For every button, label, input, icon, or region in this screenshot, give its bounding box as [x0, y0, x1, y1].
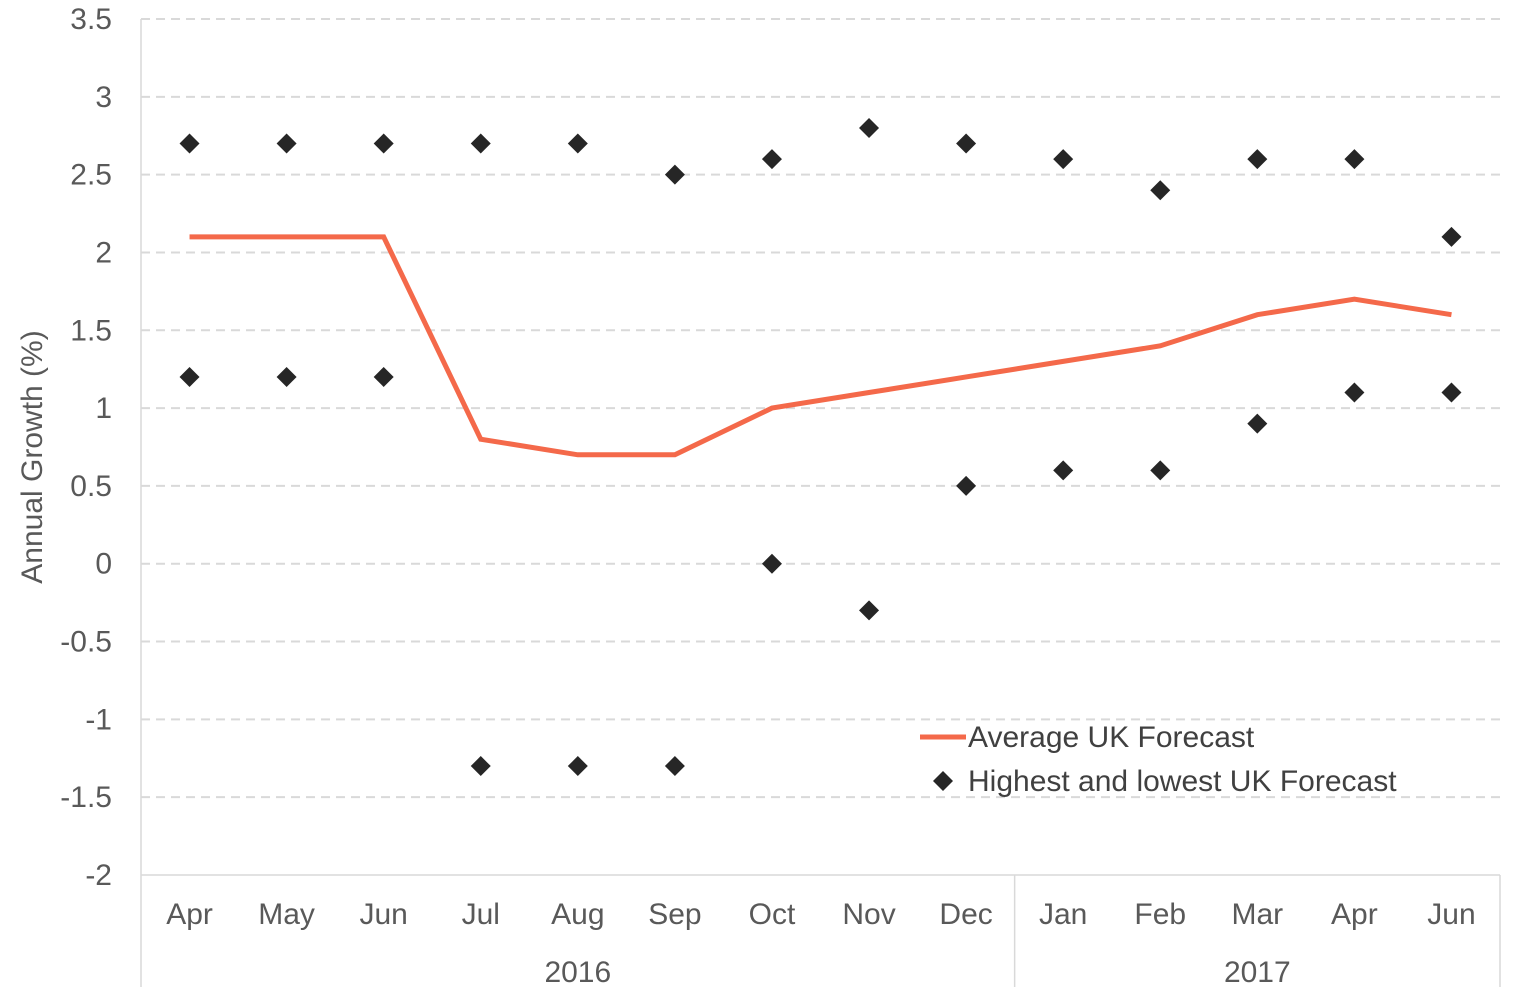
x-tick-label: Dec [939, 898, 992, 931]
low-forecast-point [373, 366, 394, 387]
x-tick-label: Oct [749, 898, 796, 931]
x-tick-label: Aug [551, 898, 604, 931]
y-tick-label: -2 [85, 859, 112, 892]
x-tick-label: Jul [462, 898, 500, 931]
legend-label-average: Average UK Forecast [968, 721, 1255, 754]
low-forecast-point [1344, 382, 1365, 403]
y-axis-title: Annual Growth (%) [16, 330, 49, 583]
series-line-average-forecast [189, 234, 1452, 458]
x-tick-label: Jun [359, 898, 407, 931]
y-tick-label: -1 [85, 703, 112, 736]
high-forecast-point [373, 133, 394, 154]
x-tick-label: Jan [1039, 898, 1087, 931]
low-forecast-point [179, 366, 200, 387]
low-forecast-point [470, 756, 491, 777]
y-tick-label: 2.5 [70, 159, 112, 192]
high-forecast-point [1344, 149, 1365, 170]
label-layer: 3.5 3 2.5 2 1.5 1 0.5 0 -0.5 -1 -1.5 -2 2016 2017 Apr M… [16, 3, 1476, 987]
axis-layer [140, 19, 1501, 987]
high-forecast-point [567, 133, 588, 154]
y-tick-label: 2 [95, 236, 112, 269]
high-forecast-point [664, 164, 685, 185]
series-layer [179, 117, 1462, 777]
high-forecast-point [1150, 180, 1171, 201]
low-forecast-point [1441, 382, 1462, 403]
x-group-label: 2016 [544, 956, 611, 987]
x-tick-label: Feb [1134, 898, 1186, 931]
y-tick-label: -1.5 [60, 781, 112, 814]
x-tick-label: Mar [1231, 898, 1283, 931]
high-forecast-point [179, 133, 200, 154]
y-tick-label: 1.5 [70, 314, 112, 347]
low-forecast-point [1247, 413, 1268, 434]
low-forecast-point [859, 600, 880, 621]
legend-label-high-low: Highest and lowest UK Forecast [968, 765, 1397, 798]
high-forecast-point [470, 133, 491, 154]
low-forecast-point [664, 756, 685, 777]
y-tick-label: 3.5 [70, 3, 112, 36]
grid-layer [141, 18, 1500, 799]
y-tick-label: -0.5 [60, 626, 112, 659]
x-tick-label: Jun [1427, 898, 1475, 931]
y-tick-label: 1 [95, 392, 112, 425]
high-forecast-point [276, 133, 297, 154]
high-forecast-point [761, 149, 782, 170]
low-forecast-point [567, 756, 588, 777]
y-tick-label: 0 [95, 548, 112, 581]
x-group-label: 2017 [1224, 956, 1291, 987]
x-tick-label: Nov [842, 898, 895, 931]
high-forecast-point [1441, 226, 1462, 247]
legend-diamond-swatch [933, 771, 953, 791]
low-forecast-point [1053, 460, 1074, 481]
x-tick-label: Apr [1331, 898, 1378, 931]
legend: Average UK Forecast Highest and lowest UK… [920, 721, 1397, 798]
low-forecast-point [276, 366, 297, 387]
high-forecast-point [1053, 149, 1074, 170]
y-tick-label: 3 [95, 81, 112, 114]
x-tick-label: Sep [648, 898, 701, 931]
low-forecast-point [956, 475, 977, 496]
low-forecast-point [1150, 460, 1171, 481]
high-forecast-point [1247, 149, 1268, 170]
low-forecast-point [761, 553, 782, 574]
y-tick-label: 0.5 [70, 470, 112, 503]
x-tick-label: Apr [166, 898, 213, 931]
high-forecast-point [956, 133, 977, 154]
high-forecast-point [859, 117, 880, 138]
x-tick-label: May [258, 898, 315, 931]
